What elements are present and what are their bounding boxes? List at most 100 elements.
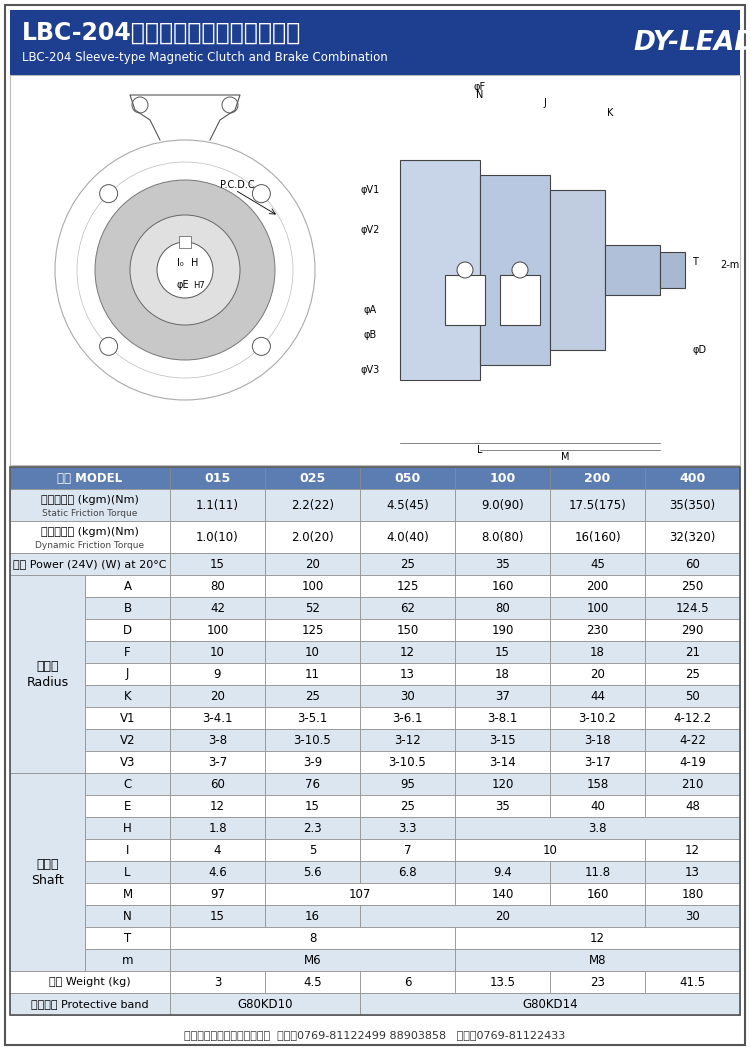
Text: E: E: [124, 799, 131, 813]
Bar: [265, 795, 360, 817]
Text: 10: 10: [210, 646, 225, 658]
Circle shape: [222, 97, 238, 113]
Bar: [360, 467, 455, 489]
Text: T: T: [124, 931, 131, 945]
Bar: [265, 773, 360, 795]
Text: 3.3: 3.3: [398, 821, 417, 835]
Bar: [550, 729, 645, 751]
Bar: [265, 707, 360, 729]
Bar: [85, 640, 170, 663]
Text: 功率 Power (24V) (W) at 20°C: 功率 Power (24V) (W) at 20°C: [13, 559, 166, 569]
Bar: [455, 883, 550, 905]
Text: 025: 025: [299, 471, 326, 484]
Bar: [455, 597, 550, 620]
Text: N: N: [123, 909, 132, 923]
Bar: [455, 467, 550, 489]
Text: 4.5(45): 4.5(45): [386, 499, 429, 511]
Bar: [85, 795, 170, 817]
Bar: [455, 927, 740, 949]
Bar: [265, 640, 360, 663]
Text: 3-17: 3-17: [584, 756, 610, 769]
Text: 3: 3: [214, 975, 221, 988]
Bar: [550, 773, 645, 795]
Circle shape: [252, 185, 270, 203]
Text: 12: 12: [685, 843, 700, 857]
Text: M: M: [561, 452, 569, 462]
Text: 140: 140: [491, 887, 514, 901]
Text: 25: 25: [400, 558, 415, 570]
Bar: [265, 729, 360, 751]
Text: 107: 107: [349, 887, 371, 901]
Text: 動摩擦轉矩 (kgm)(Nm): 動摩擦轉矩 (kgm)(Nm): [41, 527, 139, 538]
Bar: [360, 795, 455, 817]
Text: V1: V1: [120, 712, 135, 724]
Bar: [360, 597, 455, 620]
Bar: [550, 795, 645, 817]
Bar: [170, 489, 265, 521]
Text: 3-5.1: 3-5.1: [297, 712, 328, 724]
Bar: [10, 575, 85, 773]
Text: 21: 21: [685, 646, 700, 658]
Text: M6: M6: [304, 953, 321, 966]
Text: 4: 4: [214, 843, 221, 857]
Text: 25: 25: [400, 799, 415, 813]
Bar: [10, 75, 740, 465]
Text: 35(350): 35(350): [670, 499, 716, 511]
Text: 4.0(40): 4.0(40): [386, 530, 429, 544]
Text: 3-10.5: 3-10.5: [294, 734, 332, 747]
Bar: [645, 971, 740, 993]
Bar: [170, 795, 265, 817]
Text: 20: 20: [495, 909, 510, 923]
Text: 4-22: 4-22: [679, 734, 706, 747]
Bar: [455, 575, 550, 597]
Text: m: m: [122, 953, 134, 966]
Text: 30: 30: [686, 909, 700, 923]
Bar: [170, 521, 265, 553]
Text: 15: 15: [495, 646, 510, 658]
Bar: [660, 252, 685, 288]
Text: K: K: [124, 690, 131, 702]
Text: φV2: φV2: [360, 225, 380, 235]
Bar: [645, 751, 740, 773]
Bar: [455, 521, 550, 553]
Text: L: L: [477, 445, 483, 455]
Bar: [265, 521, 360, 553]
Bar: [170, 597, 265, 620]
Text: K: K: [607, 108, 613, 118]
Text: 16(160): 16(160): [574, 530, 621, 544]
Bar: [550, 861, 645, 883]
Text: 41.5: 41.5: [680, 975, 706, 988]
Bar: [85, 663, 170, 685]
Text: 10: 10: [305, 646, 320, 658]
Text: 9.4: 9.4: [494, 865, 512, 879]
Bar: [85, 861, 170, 883]
Text: 3-7: 3-7: [208, 756, 227, 769]
Bar: [360, 707, 455, 729]
Bar: [360, 751, 455, 773]
Bar: [10, 553, 170, 575]
Text: J: J: [126, 668, 129, 680]
Text: 1.8: 1.8: [209, 821, 226, 835]
Circle shape: [457, 262, 473, 278]
Text: 25: 25: [685, 668, 700, 680]
Bar: [170, 620, 265, 640]
Bar: [10, 467, 740, 1015]
Bar: [170, 817, 265, 839]
Bar: [400, 160, 480, 380]
Text: 37: 37: [495, 690, 510, 702]
Text: φD: φD: [693, 345, 707, 355]
Text: A: A: [124, 580, 131, 592]
Text: 軸方向: 軸方向: [36, 858, 58, 870]
Text: 重量 Weight (kg): 重量 Weight (kg): [50, 976, 130, 987]
Circle shape: [132, 97, 148, 113]
Bar: [550, 575, 645, 597]
Bar: [265, 663, 360, 685]
Circle shape: [95, 180, 275, 360]
Text: M: M: [122, 887, 133, 901]
Text: 6: 6: [404, 975, 411, 988]
Text: C: C: [123, 777, 132, 791]
Bar: [550, 971, 645, 993]
Text: 3-8.1: 3-8.1: [488, 712, 518, 724]
Text: 17.5(175): 17.5(175): [568, 499, 626, 511]
Bar: [645, 489, 740, 521]
